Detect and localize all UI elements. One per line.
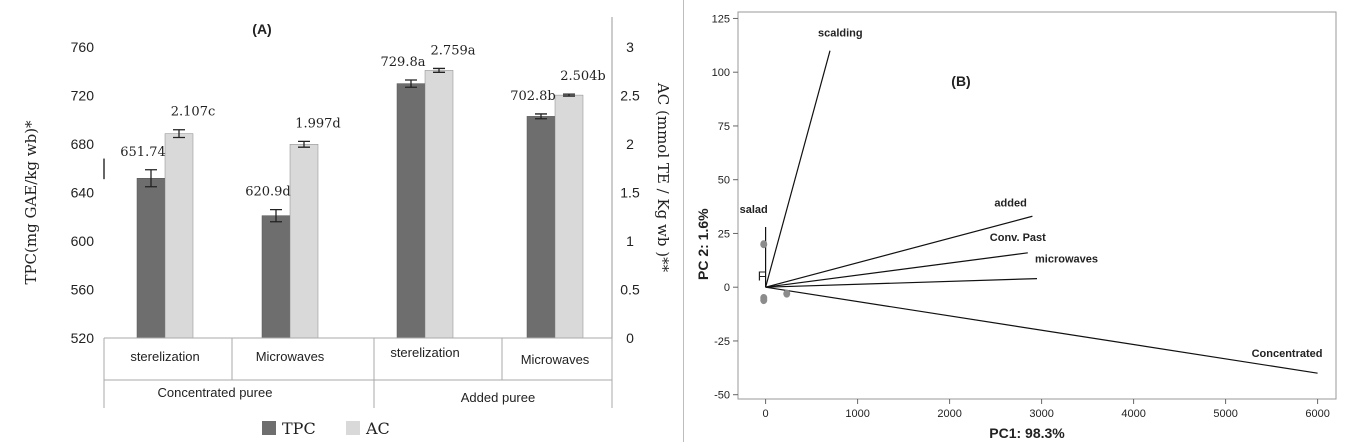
bar-ac — [554, 94, 584, 339]
y-axis-label: PC 2: 1.6% — [695, 208, 711, 280]
data-label-ac: 2.504b — [560, 69, 606, 84]
error-bar-ac — [563, 93, 575, 97]
x-tick-label: 6000 — [1305, 408, 1329, 420]
panel-b-title: (B) — [951, 73, 970, 89]
y-tick-label-left: 600 — [71, 233, 95, 249]
vector-label: scalding — [818, 28, 863, 40]
x-tick-label: 1000 — [845, 408, 869, 420]
y-tick-label-left: 640 — [71, 185, 95, 201]
bar-tpc — [396, 83, 426, 339]
category-label: sterelization — [130, 349, 199, 364]
y-tick-label: 25 — [718, 228, 730, 240]
panel-divider — [683, 0, 684, 442]
error-bar-tpc — [535, 113, 547, 120]
x-tick-label: 0 — [763, 408, 769, 420]
bar-ac — [164, 133, 194, 339]
vector-label: Conv. Past — [990, 232, 1046, 244]
loading-vector — [765, 278, 1038, 288]
error-bar-ac — [298, 140, 310, 148]
panel-b-biplot: (B) scalding added Conv. Past microwaves Con… — [686, 0, 1347, 442]
data-label-tpc: 651.74 — [120, 145, 166, 160]
data-label-ac: 2.759a — [431, 43, 476, 58]
legend-swatch-ac — [346, 421, 360, 435]
loading-vector — [765, 215, 1033, 288]
y-tick-label-right: 0 — [626, 330, 634, 346]
data-label-ac: 1.997d — [295, 116, 341, 131]
vector-label: microwaves — [1035, 254, 1098, 266]
group-label: Concentrated puree — [158, 385, 273, 400]
x-tick-label: 4000 — [1121, 408, 1145, 420]
biplot-svg: (B) scalding added Conv. Past microwaves Con… — [695, 11, 1337, 441]
bar-ac — [289, 144, 319, 339]
y-tick-label: 125 — [712, 13, 730, 25]
score-point — [783, 289, 791, 298]
y-tick-label-right: 2 — [626, 136, 634, 152]
vector-label: Concentrated — [1252, 348, 1323, 360]
y-tick-label-left: 560 — [71, 282, 95, 298]
x-tick-label: 2000 — [937, 408, 961, 420]
category-label: Microwaves — [256, 349, 325, 364]
bar-tpc — [261, 215, 291, 339]
bar-ac — [424, 70, 454, 339]
y-tick-label-left: 520 — [71, 330, 95, 346]
loading-vector — [765, 50, 831, 288]
y-tick-label-left: 760 — [71, 39, 95, 55]
error-bar-tpc — [405, 79, 417, 88]
category-label: sterelization — [390, 345, 459, 360]
y-tick-label: 50 — [718, 175, 730, 187]
data-label-tpc: 620.9d — [245, 185, 291, 200]
error-bar-tpc — [270, 208, 282, 223]
x-tick-label: 3000 — [1029, 408, 1053, 420]
panel-a-bar-chart: (A) 651.74 2.107c 620.9d 1.997d 729.8a 2.759a… — [0, 0, 680, 442]
y-tick-label: 0 — [724, 282, 730, 294]
legend-label-ac: AC — [365, 419, 390, 438]
x-tick-label: 5000 — [1213, 408, 1237, 420]
error-bar-ac — [433, 67, 445, 73]
y-tick-label: -50 — [714, 390, 730, 402]
legend-label-tpc: TPC — [282, 419, 316, 438]
category-label: Microwaves — [521, 352, 590, 367]
plot-frame — [737, 11, 1337, 400]
y-tick-label-right: 1 — [626, 233, 634, 249]
y-tick-label: -25 — [714, 336, 730, 348]
panel-a-title: (A) — [252, 21, 271, 37]
data-label-tpc: 729.8a — [381, 55, 426, 70]
y-tick-label-right: 3 — [626, 39, 634, 55]
y-tick-label-right: 2.5 — [620, 88, 640, 104]
error-bar-ac — [173, 129, 185, 139]
score-point — [760, 240, 768, 249]
error-bar-tpc — [145, 169, 157, 188]
bar-tpc — [526, 116, 556, 339]
vector-label: added — [994, 197, 1026, 209]
legend-swatch-tpc — [262, 421, 276, 435]
score-point — [760, 296, 768, 305]
data-label-ac: 2.107c — [171, 105, 216, 120]
point-label: F — [758, 269, 766, 284]
y-tick-label-right: 0.5 — [620, 282, 640, 298]
y-tick-label-right: 1.5 — [620, 185, 640, 201]
x-axis-label: PC1: 98.3% — [989, 425, 1065, 441]
vector-label: salad — [740, 204, 768, 216]
y-tick-label: 100 — [712, 67, 730, 79]
loading-vector — [765, 252, 1028, 288]
y-axis-label-right: AC (mmol TE / Kg wb )** — [654, 82, 672, 273]
loading-vector — [765, 286, 1318, 374]
y-axis-label-left: TPC(mg GAE/kg wb)* — [22, 120, 40, 285]
group-label: Added puree — [461, 390, 535, 405]
data-label-tpc: 702.8b — [510, 89, 556, 104]
y-tick-label: 75 — [718, 121, 730, 133]
bar-tpc — [136, 178, 166, 339]
y-tick-label-left: 720 — [71, 88, 95, 104]
bar-chart-svg: (A) 651.74 2.107c 620.9d 1.997d 729.8a 2.759a… — [22, 17, 672, 438]
y-tick-label-left: 680 — [71, 136, 95, 152]
